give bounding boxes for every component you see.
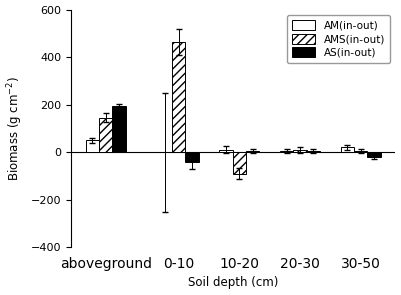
X-axis label: Soil depth (cm): Soil depth (cm) — [188, 276, 278, 289]
Bar — [354, 151, 367, 152]
Bar — [99, 118, 112, 152]
Bar — [233, 152, 246, 173]
Bar — [185, 152, 198, 162]
Bar — [293, 150, 307, 152]
Bar — [246, 151, 259, 152]
Bar — [307, 151, 320, 152]
Bar — [367, 152, 381, 157]
Bar — [172, 42, 185, 152]
Bar — [112, 106, 126, 152]
Bar — [86, 140, 99, 152]
Bar — [219, 150, 233, 152]
Bar — [280, 151, 293, 152]
Legend: AM(in-out), AMS(in-out), AS(in-out): AM(in-out), AMS(in-out), AS(in-out) — [287, 15, 390, 63]
Bar — [340, 148, 354, 152]
Y-axis label: Biomass (g cm$^{-2}$): Biomass (g cm$^{-2}$) — [6, 76, 25, 181]
